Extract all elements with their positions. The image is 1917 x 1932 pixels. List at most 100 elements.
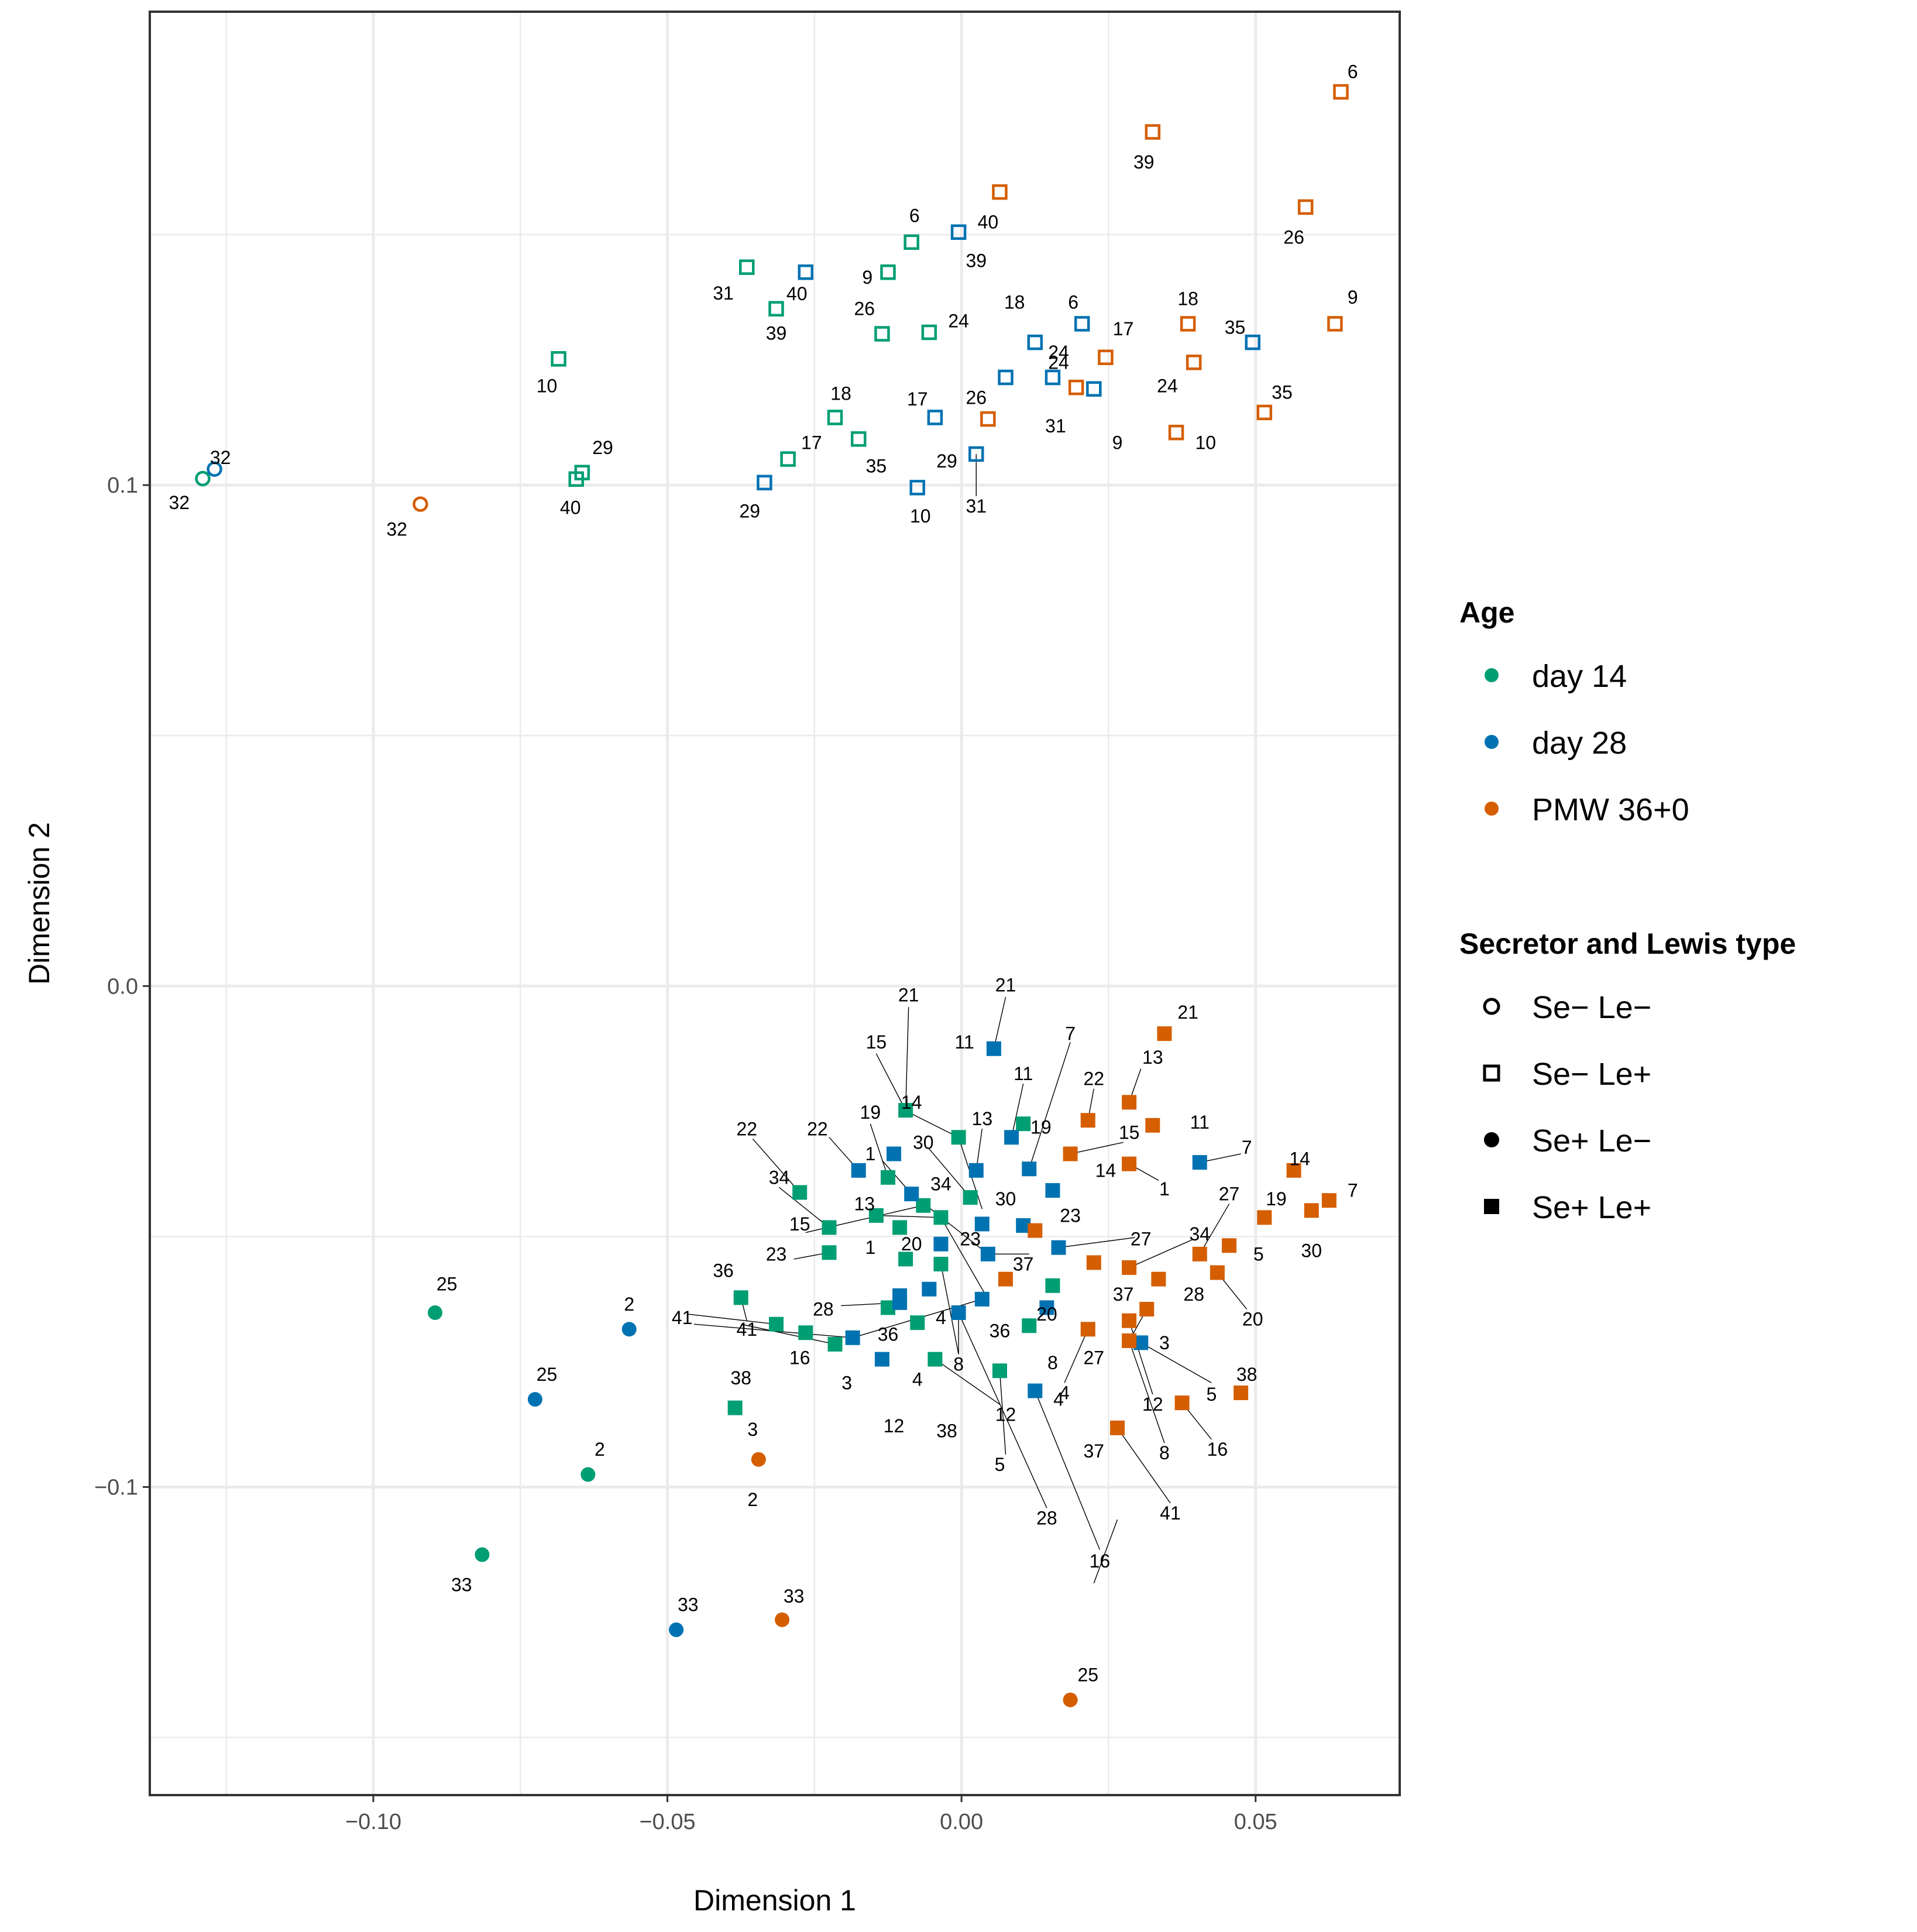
legend-age-marker-pmw	[1485, 802, 1499, 816]
point-day-14-25	[428, 1305, 443, 1320]
point-label: 9	[1348, 287, 1358, 308]
y-tick-label: 0.1	[107, 473, 138, 498]
point-label: 21	[995, 975, 1016, 996]
leader-line	[870, 1123, 889, 1178]
point-pmw-36-0-37	[1122, 1260, 1137, 1275]
point-day-14-33	[475, 1547, 490, 1562]
point-label: 37	[1084, 1441, 1105, 1462]
plot-border	[149, 11, 1401, 1796]
point-label: 33	[678, 1594, 699, 1615]
point-label: 34	[930, 1173, 951, 1194]
legend-type-label-se-pos-le-neg: Se+ Le−	[1532, 1123, 1651, 1158]
point-label: 22	[807, 1118, 828, 1139]
point-label: 4	[936, 1307, 946, 1328]
leader-line	[741, 1323, 836, 1345]
point-day-28-4	[922, 1281, 937, 1297]
point-label: 27	[1084, 1347, 1105, 1369]
point-label: 7	[1065, 1023, 1076, 1044]
point-label: 11	[1014, 1063, 1033, 1084]
y-tick-label: 0.0	[107, 974, 138, 999]
point-label: 24	[1048, 352, 1069, 373]
point-day-28-12	[951, 1305, 966, 1320]
point-pmw-36-0-7	[1321, 1193, 1337, 1208]
point-label: 38	[1236, 1364, 1258, 1385]
y-axis-title: Dimension 2	[23, 822, 56, 985]
point-day-14-30	[963, 1190, 978, 1205]
point-label: 28	[1036, 1508, 1057, 1529]
point-label: 32	[386, 518, 407, 539]
point-day-28-11	[1004, 1130, 1019, 1145]
point-day-28-39	[950, 224, 967, 240]
leader-line	[911, 1113, 959, 1138]
point-pmw-36-0-41	[1110, 1420, 1125, 1435]
point-day-14-28	[827, 1336, 843, 1352]
point-pmw-36-0-3	[751, 1452, 766, 1467]
point-day-28-35	[1245, 334, 1260, 350]
point-pmw-36-0-35	[1256, 404, 1273, 421]
y-axis-ticks: −0.1 0.0 0.1	[94, 473, 150, 1500]
point-pmw-36-0-28	[998, 1271, 1014, 1287]
point-day-28-6	[1074, 316, 1090, 332]
point-label: 3	[747, 1419, 758, 1440]
point-label: 28	[1183, 1284, 1204, 1305]
point-label: 16	[1207, 1439, 1228, 1460]
point-day-14-13	[868, 1208, 884, 1223]
point-label: 41	[736, 1319, 757, 1340]
x-axis-title: Dimension 1	[693, 1884, 856, 1917]
point-label: 35	[1225, 317, 1246, 338]
point-day-14-9	[880, 264, 896, 280]
point-pmw-36-0-27	[1086, 1255, 1101, 1270]
leader-line	[1029, 1041, 1071, 1169]
point-day-28-29	[968, 446, 984, 462]
point-label: 15	[1119, 1122, 1140, 1143]
point-pmw-36-0-5	[1221, 1238, 1236, 1253]
point-day-28-31	[1045, 369, 1061, 386]
point-pmw-36-0-25	[1063, 1692, 1078, 1707]
point-label: 29	[592, 437, 613, 458]
point-label: 6	[1068, 292, 1078, 313]
point-label: 31	[966, 496, 987, 517]
point-label: 22	[736, 1118, 757, 1139]
point-label: 16	[1090, 1551, 1111, 1572]
legend: Age day 14 day 28 PMW 36+0 Secretor and …	[1459, 596, 1796, 1225]
point-label: 37	[1013, 1253, 1034, 1274]
point-pmw-36-0-26	[1297, 199, 1314, 215]
point-day-28-24	[998, 369, 1014, 386]
point-label: 7	[1242, 1137, 1252, 1158]
leader-line	[1140, 1342, 1212, 1383]
point-label: 24	[1048, 342, 1069, 363]
legend-type-title: Secretor and Lewis type	[1459, 927, 1796, 960]
point-label: 18	[1004, 292, 1025, 313]
point-pmw-36-0-13	[1122, 1095, 1137, 1110]
leader-line	[779, 1187, 830, 1228]
point-label: 29	[936, 451, 957, 472]
point-label: 11	[1190, 1112, 1210, 1133]
point-day-28-2	[621, 1322, 637, 1337]
point-label: 2	[747, 1489, 758, 1510]
point-label: 1	[865, 1143, 875, 1164]
point-day-14-2	[580, 1467, 596, 1482]
plot-panel	[150, 12, 1400, 1795]
point-day-28-13	[968, 1163, 984, 1178]
point-label: 12	[1142, 1394, 1163, 1415]
point-label: 8	[1047, 1352, 1058, 1373]
point-label: 36	[990, 1320, 1011, 1341]
point-pmw-36-0-26	[980, 411, 996, 427]
point-label: 9	[862, 267, 872, 288]
point-day-14-17	[780, 451, 796, 467]
point-pmw-36-0-8	[1122, 1333, 1137, 1348]
leader-line	[935, 1359, 1000, 1405]
point-label: 10	[1195, 432, 1216, 453]
legend-age-marker-day14	[1485, 668, 1499, 682]
point-label: 14	[1095, 1160, 1116, 1181]
point-label: 6	[1348, 61, 1358, 82]
point-day-14-24	[921, 324, 937, 341]
point-label: 37	[1113, 1284, 1134, 1305]
point-label: 28	[813, 1299, 834, 1320]
point-label: 41	[1160, 1503, 1181, 1524]
point-label: 19	[1266, 1188, 1287, 1209]
point-pmw-36-0-33	[775, 1612, 790, 1627]
point-label: 14	[901, 1092, 922, 1113]
point-pmw-36-0-19	[1257, 1210, 1272, 1225]
leader-line	[1093, 1519, 1118, 1584]
